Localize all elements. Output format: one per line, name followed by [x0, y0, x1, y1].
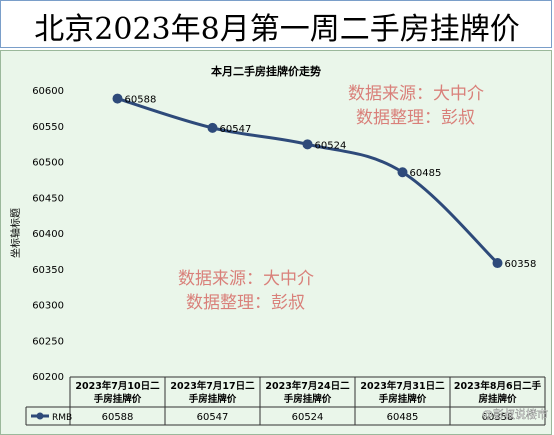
data-label: 60485 — [410, 168, 442, 179]
title-banner — [0, 0, 552, 48]
y-axis-title: 坐标轴标题 — [9, 208, 22, 258]
category-label: 2023年7月24日二手房挂牌价 — [265, 380, 350, 405]
data-point — [397, 167, 408, 178]
watermark-source: 数据来源：大中介 — [178, 269, 314, 289]
table-value: 60588 — [102, 412, 134, 423]
watermark-source: 数据来源：大中介 — [348, 84, 484, 104]
chart-title: 本月二手房挂牌价走势 — [211, 64, 321, 78]
legend-series-name: RMB — [52, 413, 72, 423]
footer-credit: @彭叔说楼市 — [482, 407, 548, 421]
y-tick-label: 60200 — [32, 372, 64, 383]
watermark-author: 数据整理：彭叔 — [356, 108, 475, 128]
y-tick-label: 60600 — [32, 86, 64, 97]
y-tick-label: 60350 — [32, 265, 64, 276]
y-tick-label: 60250 — [32, 336, 64, 347]
category-label: 2023年7月17日二手房挂牌价 — [170, 380, 255, 405]
y-tick-label: 60500 — [32, 158, 64, 169]
data-label: 60547 — [220, 124, 252, 135]
y-tick-label: 60400 — [32, 229, 64, 240]
data-label: 60524 — [315, 140, 347, 151]
table-value: 60547 — [197, 412, 229, 423]
data-label: 60358 — [505, 259, 537, 270]
legend-marker-key — [36, 412, 44, 420]
data-point — [112, 93, 123, 104]
data-label: 60588 — [125, 95, 157, 106]
y-tick-label: 60300 — [32, 301, 64, 312]
data-point — [207, 122, 218, 133]
table-value: 60485 — [387, 412, 419, 423]
data-point — [302, 139, 313, 150]
data-point — [492, 258, 503, 269]
category-label: 2023年7月10日二手房挂牌价 — [75, 380, 160, 405]
category-label: 2023年8月6日二手房挂牌价 — [454, 380, 542, 405]
page-title: 北京2023年8月第一周二手房挂牌价 — [34, 12, 520, 47]
y-tick-label: 60550 — [32, 122, 64, 133]
table-value: 60358 — [482, 412, 514, 423]
category-label: 2023年7月31日二手房挂牌价 — [360, 380, 445, 405]
table-value: 60524 — [292, 412, 324, 423]
y-tick-label: 60450 — [32, 193, 64, 204]
watermark-author: 数据整理：彭叔 — [186, 293, 305, 313]
